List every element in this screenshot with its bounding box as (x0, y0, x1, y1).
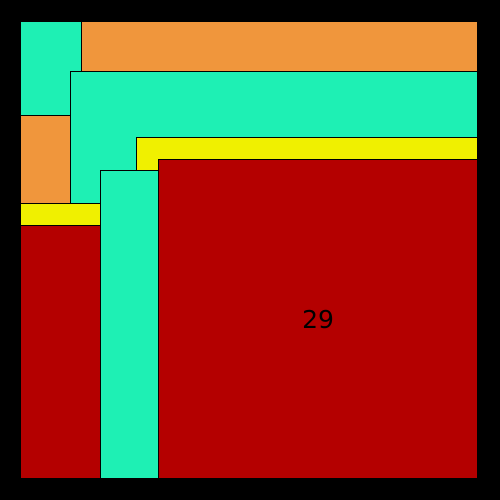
square-label: 29 (302, 304, 334, 334)
square-29: 29 (158, 159, 478, 479)
squared-square-board: 3230353633171112343716132519181514410319… (20, 21, 478, 479)
